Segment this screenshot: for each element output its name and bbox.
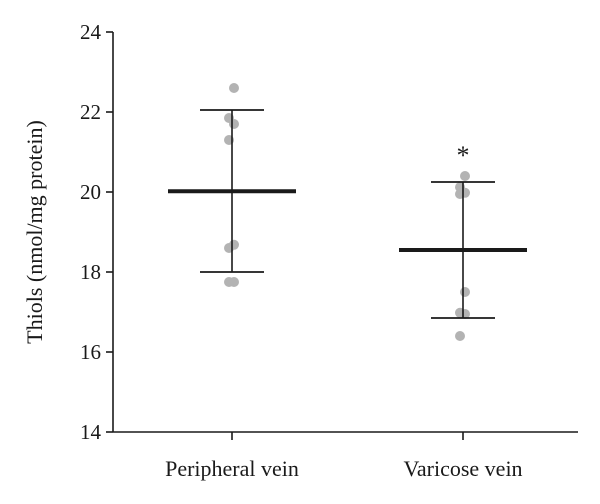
y-tick-label-22: 22 <box>80 100 101 124</box>
x-tick-label-0: Peripheral vein <box>165 456 299 481</box>
y-tick-label-18: 18 <box>80 260 101 284</box>
data-point-1-7 <box>455 331 465 341</box>
significance-marker-1: * <box>457 141 470 170</box>
data-point-1-4 <box>460 287 470 297</box>
x-tick-label-1: Varicose vein <box>403 456 522 481</box>
y-axis-title: Thiols (nmol/mg protein) <box>22 120 47 344</box>
data-point-0-0 <box>229 83 239 93</box>
y-tick-label-20: 20 <box>80 180 101 204</box>
y-tick-label-24: 24 <box>80 20 102 44</box>
y-tick-label-14: 14 <box>80 420 102 444</box>
data-point-1-0 <box>460 171 470 181</box>
y-tick-label-16: 16 <box>80 340 101 364</box>
data-point-0-2 <box>229 119 239 129</box>
marks: * <box>168 83 527 341</box>
axes: 14 16 18 20 22 24 Peripheral vein Varicose vein <box>80 20 578 481</box>
data-point-0-7 <box>224 277 234 287</box>
